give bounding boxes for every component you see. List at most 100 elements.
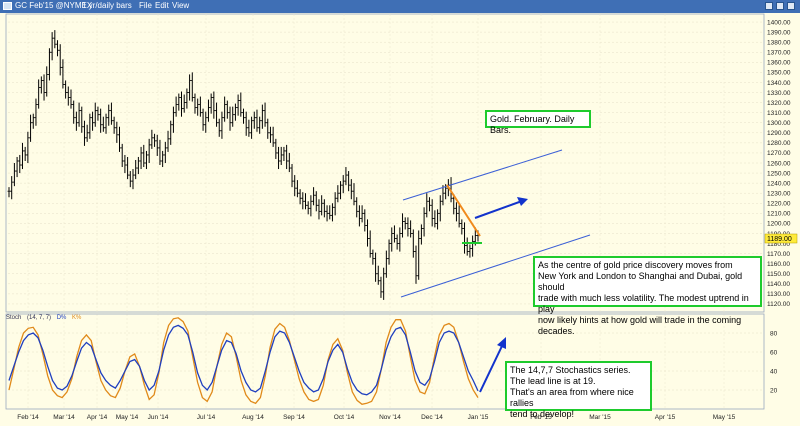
price-bar xyxy=(206,99,210,122)
stoch-annotation-line: The 14,7,7 Stochastics series. xyxy=(510,365,631,375)
price-tick-label: 1160.00 xyxy=(767,261,790,268)
price-bar xyxy=(349,179,353,200)
menu-edit[interactable]: Edit xyxy=(155,1,169,10)
stoch-tick-label: 40 xyxy=(770,369,778,376)
price-bar xyxy=(182,94,186,113)
price-tick-label: 1370.00 xyxy=(767,50,791,57)
price-tick-label: 1240.00 xyxy=(767,180,791,187)
price-bar xyxy=(45,66,49,97)
price-bar xyxy=(285,144,289,170)
price-bar xyxy=(131,169,135,190)
price-bar xyxy=(266,118,270,139)
stoch-legend-d: D% xyxy=(56,315,67,321)
price-bar xyxy=(379,276,383,298)
main-annotation-line: New York and London to Shanghai and Duba… xyxy=(538,271,743,292)
price-bar xyxy=(387,239,391,265)
price-bar xyxy=(233,103,237,121)
price-bar xyxy=(268,126,272,143)
price-bar xyxy=(139,146,143,170)
price-bar xyxy=(37,79,41,109)
price-bar xyxy=(255,109,259,132)
maximize-button[interactable] xyxy=(776,2,784,10)
price-bar xyxy=(209,93,213,114)
price-tick-label: 1300.00 xyxy=(767,120,791,127)
stoch-up-arrow xyxy=(479,345,503,393)
price-bar xyxy=(217,118,221,137)
price-bar xyxy=(120,143,124,168)
last-price-value: 1189.00 xyxy=(767,236,792,243)
price-tick-label: 1230.00 xyxy=(767,191,791,198)
price-tick-label: 1130.00 xyxy=(767,291,790,298)
price-bar xyxy=(91,111,95,131)
price-bar xyxy=(215,102,219,127)
price-bar xyxy=(47,48,51,81)
price-pane xyxy=(5,13,765,313)
price-bar xyxy=(277,146,281,170)
price-bar xyxy=(23,146,27,161)
stoch-annotation-line: That's an area from where nice rallies xyxy=(510,387,634,408)
price-bar xyxy=(12,163,16,187)
price-bar xyxy=(93,102,97,127)
price-bar xyxy=(147,138,151,163)
minimize-button[interactable] xyxy=(765,2,773,10)
interval-selector[interactable]: 1 yr/daily bars xyxy=(82,1,132,10)
price-bar xyxy=(390,227,394,252)
time-tick-label: Mar '14 xyxy=(53,414,75,421)
price-bar xyxy=(29,114,33,142)
downtrend-line[interactable] xyxy=(446,184,481,237)
time-tick-label: Feb '14 xyxy=(17,414,39,421)
price-bar xyxy=(144,150,148,170)
stoch-legend: Stoch (14, 7, 7) D% K% xyxy=(6,315,85,321)
price-bar xyxy=(177,93,181,111)
price-tick-label: 1270.00 xyxy=(767,150,791,157)
price-bar xyxy=(344,167,348,186)
channel-upper-line[interactable] xyxy=(402,149,563,201)
menu-file[interactable]: File xyxy=(139,1,152,10)
price-tick-label: 1200.00 xyxy=(767,221,791,228)
price-bar xyxy=(271,126,275,147)
price-bar xyxy=(26,131,30,163)
price-bar xyxy=(82,120,86,146)
price-bar xyxy=(436,209,440,230)
last-price-badge xyxy=(764,233,798,244)
price-bar xyxy=(74,111,78,131)
time-axis: Feb '14 Mar '14 Apr '14 May '14 Jun '14 Jul '… xyxy=(17,414,735,421)
price-bar xyxy=(18,154,22,174)
price-bar xyxy=(77,102,81,127)
close-button[interactable] xyxy=(787,2,795,10)
menu-view[interactable]: View xyxy=(172,1,190,10)
time-tick-label: Jul '14 xyxy=(197,414,216,421)
price-bar xyxy=(395,234,399,250)
stoch-k-line xyxy=(8,317,479,405)
price-tick-label: 1320.00 xyxy=(767,100,791,107)
price-bar xyxy=(401,213,405,238)
stoch-d-line xyxy=(8,324,479,396)
price-bar xyxy=(7,187,11,198)
price-bar xyxy=(64,80,68,99)
price-bar xyxy=(50,32,54,61)
price-bar xyxy=(422,207,426,237)
price-bar xyxy=(409,220,413,238)
price-bar xyxy=(88,113,92,139)
price-bar xyxy=(190,72,194,102)
price-bar xyxy=(463,222,467,254)
price-tick-label: 1220.00 xyxy=(767,201,791,208)
price-bar xyxy=(322,199,326,218)
price-bar xyxy=(163,141,167,163)
price-bar xyxy=(320,195,324,216)
price-bar xyxy=(325,205,329,222)
symbol-title[interactable]: GC Feb'15 @NYMEX xyxy=(15,1,93,10)
price-bar xyxy=(330,203,334,222)
price-bar xyxy=(339,181,343,200)
uptrend-arrow[interactable] xyxy=(474,200,523,219)
stoch-annotation-line: The lead line is at 19. xyxy=(510,376,596,386)
price-bar xyxy=(204,111,208,133)
chart-window-icon[interactable] xyxy=(3,2,12,10)
time-tick-label: Aug '14 xyxy=(242,414,264,421)
price-bar xyxy=(312,187,316,206)
price-bar xyxy=(104,113,108,134)
channel-lower-line[interactable] xyxy=(400,234,591,298)
stoch-grid xyxy=(8,332,764,391)
price-bar xyxy=(225,100,229,119)
